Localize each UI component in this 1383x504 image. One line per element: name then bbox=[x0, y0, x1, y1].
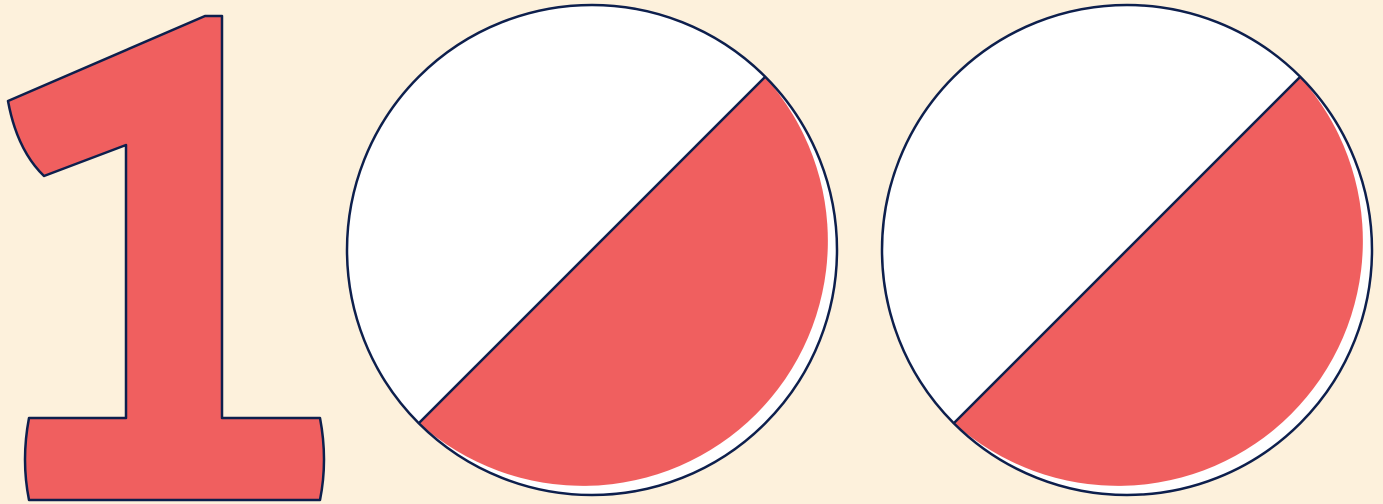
zero-second-outline bbox=[880, 3, 1374, 497]
zero-second-red-half bbox=[954, 77, 1363, 486]
zero-first-divider bbox=[418, 76, 766, 424]
digit-zero-first bbox=[345, 3, 839, 497]
zero-first-outline bbox=[345, 3, 839, 497]
zero-second-divider bbox=[953, 76, 1301, 424]
zero-first-red-half bbox=[419, 77, 828, 486]
digit-zero-second bbox=[880, 3, 1374, 497]
digit-one bbox=[6, 14, 326, 502]
